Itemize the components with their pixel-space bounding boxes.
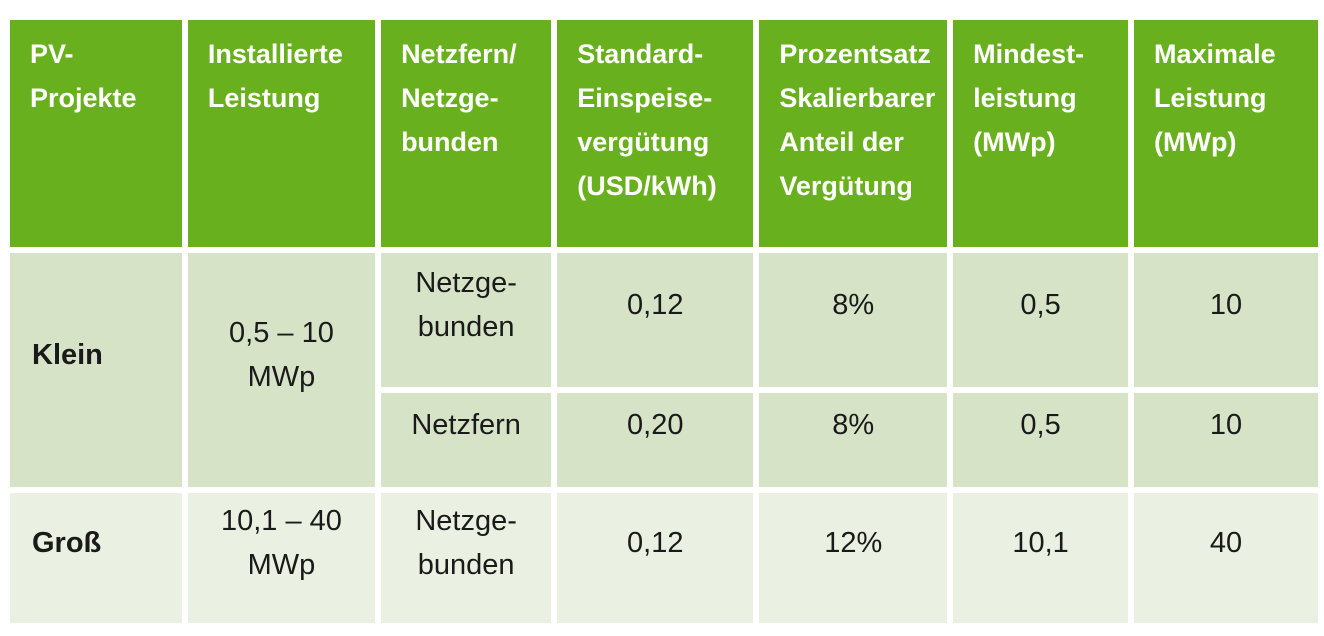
- header-cell-maximale-leistung: Maximale Leistung (MWp): [1134, 20, 1318, 247]
- cell-gross-max: 40: [1134, 493, 1318, 623]
- cell-project-klein: Klein: [10, 253, 182, 487]
- table-row-gross-netzgebunden: Groß 10,1 – 40 MWp Netzge- bunden 0,12 1…: [10, 493, 1318, 623]
- header-cell-pv-projekte: PV- Projekte: [10, 20, 182, 247]
- cell-klein-min-1: 0,5: [953, 253, 1129, 387]
- cell-gross-tariff: 0,12: [557, 493, 754, 623]
- cell-gross-grid-type: Netzge- bunden: [381, 493, 552, 623]
- header-cell-prozentsatz: Prozentsatz Skalierbarer Anteil der Verg…: [759, 20, 948, 247]
- cell-klein-share-1: 8%: [759, 253, 948, 387]
- cell-gross-share: 12%: [759, 493, 948, 623]
- cell-klein-grid-type-1: Netzge- bunden: [381, 253, 552, 387]
- pv-feedin-tariff-table: PV- Projekte Installierte Leistung Netzf…: [4, 14, 1324, 629]
- cell-klein-grid-type-2: Netzfern: [381, 393, 552, 487]
- cell-capacity-gross: 10,1 – 40 MWp: [187, 493, 376, 623]
- header-cell-installierte-leistung: Installierte Leistung: [187, 20, 376, 247]
- table-row-klein-netzfern: Netzfern 0,20 8% 0,5 10: [10, 393, 1318, 487]
- header-cell-mindestleistung: Mindest- leistung (MWp): [953, 20, 1129, 247]
- cell-project-gross: Groß: [10, 493, 182, 623]
- header-row: PV- Projekte Installierte Leistung Netzf…: [10, 20, 1318, 247]
- cell-capacity-klein: 0,5 – 10 MWp: [187, 253, 376, 487]
- header-cell-netzfern-netzgebunden: Netzfern/ Netzge- bunden: [381, 20, 552, 247]
- header-cell-einspeiseverguetung: Standard- Einspeise- vergütung (USD/kWh): [557, 20, 754, 247]
- cell-klein-tariff-2: 0,20: [557, 393, 754, 487]
- cell-klein-max-2: 10: [1134, 393, 1318, 487]
- cell-klein-share-2: 8%: [759, 393, 948, 487]
- cell-klein-min-2: 0,5: [953, 393, 1129, 487]
- cell-gross-min: 10,1: [953, 493, 1129, 623]
- table-row-klein-netzgebunden: Klein 0,5 – 10 MWp Netzge- bunden 0,12 8…: [10, 253, 1318, 487]
- cell-klein-max-1: 10: [1134, 253, 1318, 387]
- cell-klein-tariff-1: 0,12: [557, 253, 754, 387]
